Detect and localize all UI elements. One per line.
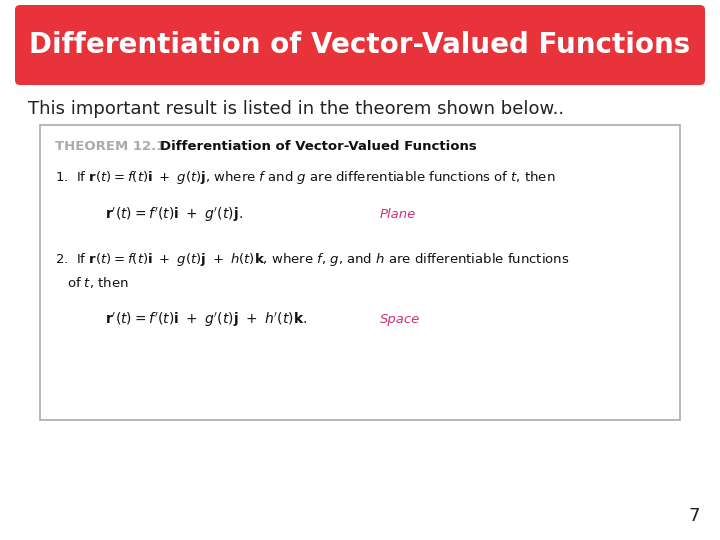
Text: $\mathbf{r}'(t) = f'(t)\mathbf{i}\ +\ g'(t)\mathbf{j}.$: $\mathbf{r}'(t) = f'(t)\mathbf{i}\ +\ g'… (105, 206, 243, 224)
Text: Differentiation of Vector-Valued Functions: Differentiation of Vector-Valued Functio… (30, 31, 690, 59)
Text: Differentiation of Vector-Valued Functions: Differentiation of Vector-Valued Functio… (160, 140, 477, 153)
Text: THEOREM 12.1: THEOREM 12.1 (55, 140, 166, 153)
FancyBboxPatch shape (40, 125, 680, 420)
FancyBboxPatch shape (15, 5, 705, 85)
Text: Space: Space (380, 314, 420, 327)
Text: Plane: Plane (380, 208, 416, 221)
Text: 2.  If $\mathbf{r}(t) = f(t)\mathbf{i}\ +\ g(t)\mathbf{j}\ +\ h(t)\mathbf{k}$, w: 2. If $\mathbf{r}(t) = f(t)\mathbf{i}\ +… (55, 252, 570, 268)
Text: of $t$, then: of $t$, then (67, 274, 129, 289)
Text: This important result is listed in the theorem shown below..: This important result is listed in the t… (28, 100, 564, 118)
Text: $\mathbf{r}'(t) = f'(t)\mathbf{i}\ +\ g'(t)\mathbf{j}\ +\ h'(t)\mathbf{k}.$: $\mathbf{r}'(t) = f'(t)\mathbf{i}\ +\ g'… (105, 311, 307, 329)
Text: 7: 7 (688, 507, 700, 525)
Text: 1.  If $\mathbf{r}(t) = f(t)\mathbf{i}\ +\ g(t)\mathbf{j}$, where $f$ and $g$ ar: 1. If $\mathbf{r}(t) = f(t)\mathbf{i}\ +… (55, 168, 555, 186)
